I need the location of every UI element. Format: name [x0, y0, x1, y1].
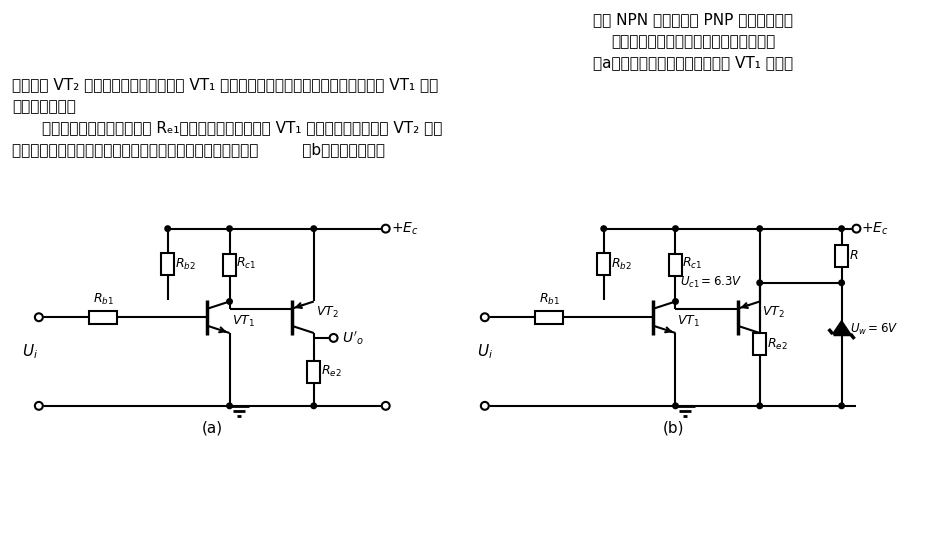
- Text: $R_{e2}$: $R_{e2}$: [321, 364, 341, 379]
- Circle shape: [672, 226, 678, 231]
- Circle shape: [672, 299, 678, 305]
- Text: $U_i$: $U_i$: [22, 342, 38, 361]
- Text: 进入饱和状态。: 进入饱和状态。: [12, 98, 76, 114]
- Circle shape: [35, 313, 43, 321]
- Bar: [161, 253, 174, 275]
- Circle shape: [480, 313, 489, 321]
- Circle shape: [165, 226, 171, 231]
- Text: $VT_1$: $VT_1$: [677, 314, 700, 329]
- Text: $+E_c$: $+E_c$: [390, 221, 418, 237]
- Bar: [307, 361, 320, 383]
- Circle shape: [838, 226, 844, 231]
- Text: $U_w=6V$: $U_w=6V$: [848, 322, 896, 337]
- Bar: [668, 254, 681, 276]
- Text: $VT_2$: $VT_2$: [315, 305, 338, 320]
- Text: $VT_2$: $VT_2$: [761, 305, 783, 320]
- Circle shape: [852, 225, 859, 232]
- Circle shape: [311, 403, 316, 408]
- Polygon shape: [832, 321, 849, 334]
- Circle shape: [480, 402, 489, 410]
- Circle shape: [226, 299, 232, 305]
- Text: $R_{c1}$: $R_{c1}$: [681, 256, 702, 271]
- Text: 置电压具有不同极性的特点，可接成如图: 置电压具有不同极性的特点，可接成如图: [610, 34, 774, 49]
- Bar: [89, 311, 117, 324]
- Bar: [597, 253, 610, 275]
- Circle shape: [838, 403, 844, 408]
- Circle shape: [226, 403, 232, 408]
- Circle shape: [35, 402, 43, 410]
- Bar: [535, 311, 563, 324]
- Circle shape: [756, 226, 762, 231]
- Circle shape: [311, 226, 316, 231]
- Text: （a）所示的直接耦合电路。由于 VT₁ 的射极: （a）所示的直接耦合电路。由于 VT₁ 的射极: [592, 55, 793, 70]
- Text: $R_{c1}$: $R_{c1}$: [236, 256, 257, 271]
- Text: 极接到较低的直流电压上，则可把压降调到适当的数値，如图         （b）所示的那样。: 极接到较低的直流电压上，则可把压降调到适当的数値，如图 （b）所示的那样。: [12, 142, 385, 157]
- Text: 利用 NPN 型三极管和 PNP 型三极管的偏: 利用 NPN 型三极管和 PNP 型三极管的偏: [592, 12, 792, 27]
- Bar: [222, 254, 235, 276]
- Circle shape: [226, 226, 232, 231]
- Text: $R$: $R$: [847, 249, 857, 262]
- Text: $R_{b1}$: $R_{b1}$: [93, 292, 114, 307]
- Text: $R_{b2}$: $R_{b2}$: [174, 257, 196, 272]
- Text: $+E_c$: $+E_c$: [860, 221, 888, 237]
- Text: 但是，这种电路的接法会使 Rₑ₁上的压降很小，限制了 VT₁ 的输出范围。如果把 VT₂ 的射: 但是，这种电路的接法会使 Rₑ₁上的压降很小，限制了 VT₁ 的输出范围。如果把…: [42, 121, 442, 136]
- Text: (a): (a): [201, 420, 222, 435]
- Circle shape: [672, 403, 678, 408]
- Bar: [834, 245, 847, 266]
- Text: $R_{b2}$: $R_{b2}$: [610, 257, 631, 272]
- Text: $U_{c1}=6.3V$: $U_{c1}=6.3V$: [679, 274, 742, 289]
- Text: $R_{e2}$: $R_{e2}$: [766, 337, 786, 352]
- Bar: [753, 334, 766, 355]
- Circle shape: [756, 403, 762, 408]
- Text: (b): (b): [662, 420, 683, 435]
- Circle shape: [329, 334, 337, 342]
- Text: $U'_o$: $U'_o$: [341, 329, 363, 346]
- Text: 接地，而 VT₂ 的射极接电源正极。这样 VT₁ 的集电极电位接近等于电源电压，保证了 VT₁ 不会: 接地，而 VT₂ 的射极接电源正极。这样 VT₁ 的集电极电位接近等于电源电压，…: [12, 77, 438, 92]
- Circle shape: [838, 280, 844, 286]
- Circle shape: [756, 280, 762, 286]
- Text: $U_i$: $U_i$: [476, 342, 492, 361]
- Text: $VT_1$: $VT_1$: [231, 314, 254, 329]
- Circle shape: [601, 226, 606, 231]
- Text: $R_{b1}$: $R_{b1}$: [539, 292, 559, 307]
- Circle shape: [381, 225, 389, 232]
- Circle shape: [381, 402, 389, 410]
